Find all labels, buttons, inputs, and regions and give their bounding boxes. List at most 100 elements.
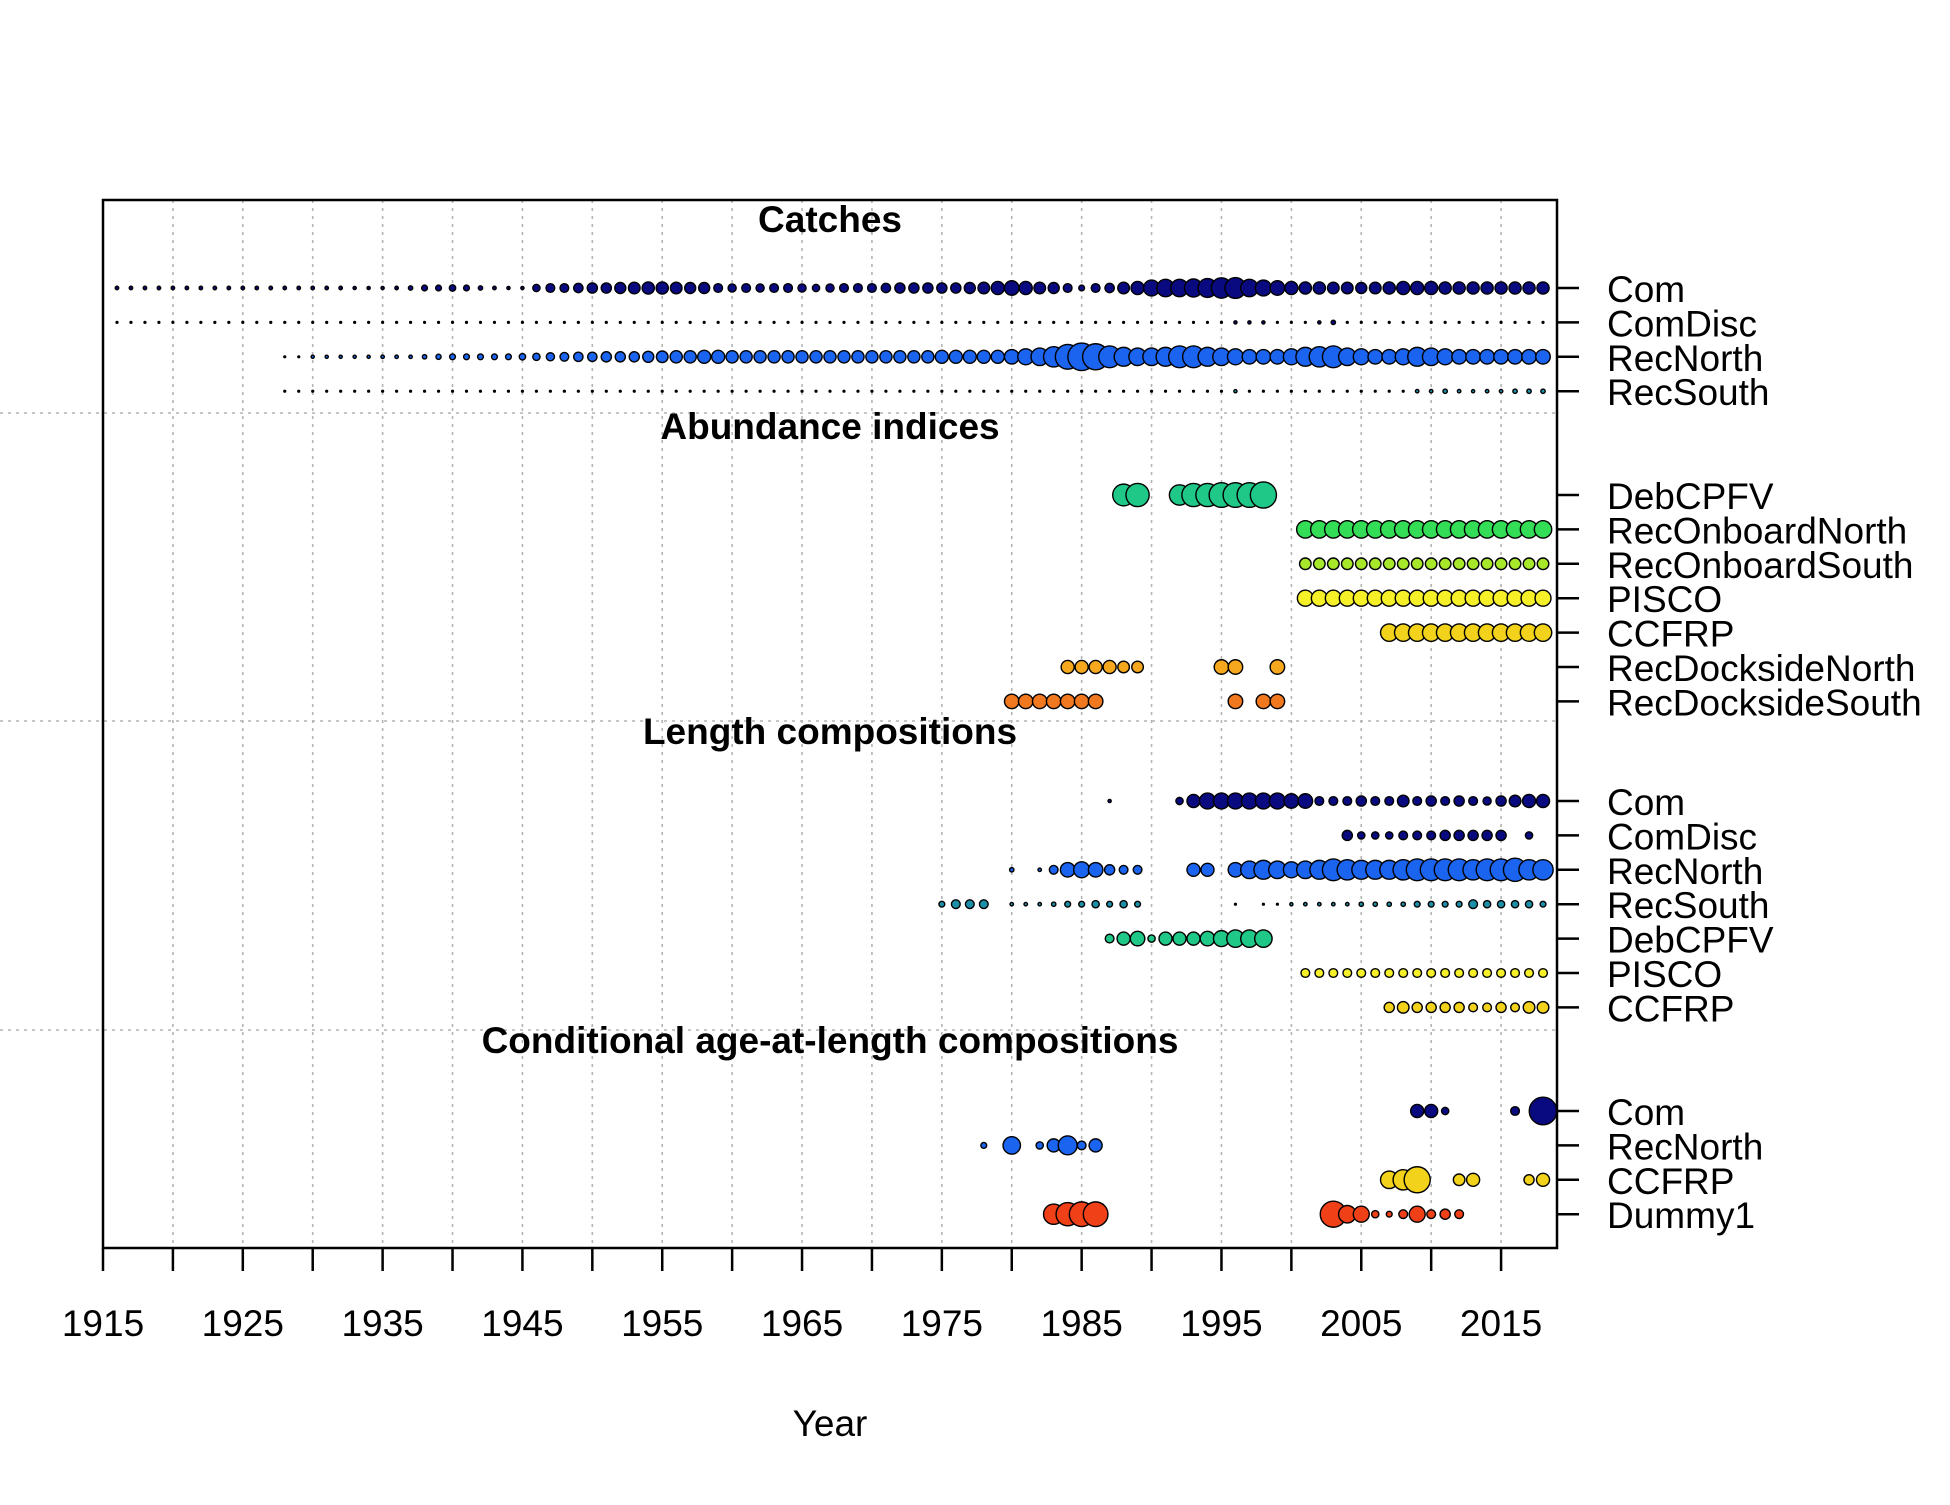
data-point xyxy=(1423,280,1439,296)
data-point xyxy=(604,389,608,393)
data-point xyxy=(1533,623,1553,642)
data-point xyxy=(1048,864,1059,875)
data-point xyxy=(532,352,541,362)
data-point xyxy=(1510,967,1521,979)
data-point xyxy=(1078,284,1086,292)
data-point xyxy=(1541,320,1545,324)
data-point xyxy=(1470,388,1476,394)
data-point xyxy=(171,320,175,324)
data-point xyxy=(1129,930,1146,947)
data-point xyxy=(573,282,584,294)
data-point xyxy=(1356,831,1366,840)
data-point xyxy=(627,281,641,295)
data-point xyxy=(1314,795,1325,807)
data-point xyxy=(753,350,767,364)
data-point xyxy=(1316,901,1322,907)
data-point xyxy=(1261,320,1266,325)
data-point xyxy=(227,320,231,324)
row-label: RecNorth xyxy=(1607,338,1763,379)
data-point xyxy=(716,389,720,393)
data-point xyxy=(1117,281,1131,295)
data-point xyxy=(1381,348,1398,365)
data-point xyxy=(1401,320,1405,324)
data-point xyxy=(1471,320,1475,324)
data-point xyxy=(476,353,485,361)
data-point xyxy=(898,389,902,393)
row-label: RecSouth xyxy=(1607,885,1770,926)
data-point xyxy=(1104,282,1115,294)
data-point xyxy=(1425,1001,1437,1014)
data-point xyxy=(797,283,807,293)
data-point xyxy=(1370,1209,1380,1219)
data-point xyxy=(1396,1000,1410,1014)
data-point xyxy=(632,389,636,393)
data-point xyxy=(310,285,316,291)
data-point xyxy=(184,285,190,291)
data-point xyxy=(1485,320,1489,324)
row-label: CCFRP xyxy=(1607,614,1734,655)
data-point xyxy=(1087,693,1104,710)
data-point xyxy=(283,389,287,393)
data-point xyxy=(1385,1210,1393,1218)
data-point xyxy=(1536,281,1550,295)
data-point xyxy=(1513,320,1517,324)
data-point xyxy=(1186,931,1201,946)
data-point xyxy=(1441,900,1449,908)
data-point xyxy=(1481,829,1493,842)
data-point xyxy=(1241,348,1258,365)
data-point xyxy=(758,389,762,393)
data-point xyxy=(1247,320,1252,325)
data-point xyxy=(283,355,287,359)
data-point xyxy=(879,350,893,364)
data-point xyxy=(324,285,330,291)
data-point xyxy=(534,389,539,393)
data-point xyxy=(1524,899,1534,909)
data-point xyxy=(1452,281,1466,295)
data-point xyxy=(1507,348,1524,365)
data-point xyxy=(325,320,329,324)
x-tick-label: 1995 xyxy=(1180,1303,1262,1344)
data-point xyxy=(1468,967,1479,979)
data-point xyxy=(980,1141,988,1150)
data-point xyxy=(520,320,525,324)
data-point xyxy=(851,350,865,364)
data-point xyxy=(1414,388,1420,394)
row-label: RecDocksideNorth xyxy=(1607,648,1915,689)
data-point xyxy=(600,282,613,294)
data-point xyxy=(559,351,570,362)
data-point xyxy=(1117,660,1131,674)
data-point xyxy=(865,350,879,364)
data-point xyxy=(1125,482,1150,508)
data-point xyxy=(1121,320,1126,324)
data-point xyxy=(478,320,483,324)
data-point xyxy=(1003,693,1020,710)
data-point xyxy=(744,320,748,324)
data-point xyxy=(1066,389,1070,393)
data-point xyxy=(128,285,134,291)
data-point xyxy=(1359,320,1363,324)
data-point xyxy=(1342,967,1353,979)
data-point xyxy=(1302,901,1308,907)
data-point xyxy=(1008,866,1015,873)
data-point xyxy=(1072,861,1091,879)
data-point xyxy=(1426,967,1437,979)
data-point xyxy=(1090,282,1101,294)
data-point xyxy=(241,320,245,324)
data-point xyxy=(1468,899,1479,910)
data-point xyxy=(1116,931,1131,946)
data-point xyxy=(1499,320,1503,324)
data-point xyxy=(1465,1172,1481,1188)
data-point xyxy=(1438,557,1452,571)
data-point xyxy=(1328,795,1339,807)
data-point xyxy=(185,320,189,324)
data-point xyxy=(1428,388,1434,394)
data-point xyxy=(1289,389,1293,393)
data-point xyxy=(1522,557,1536,571)
data-point xyxy=(1384,795,1395,807)
data-point xyxy=(1018,280,1033,296)
data-point xyxy=(366,354,371,360)
x-axis-title: Year xyxy=(793,1403,868,1444)
x-tick-label: 1985 xyxy=(1040,1303,1122,1344)
data-point xyxy=(1254,279,1273,297)
data-point xyxy=(1038,389,1042,393)
